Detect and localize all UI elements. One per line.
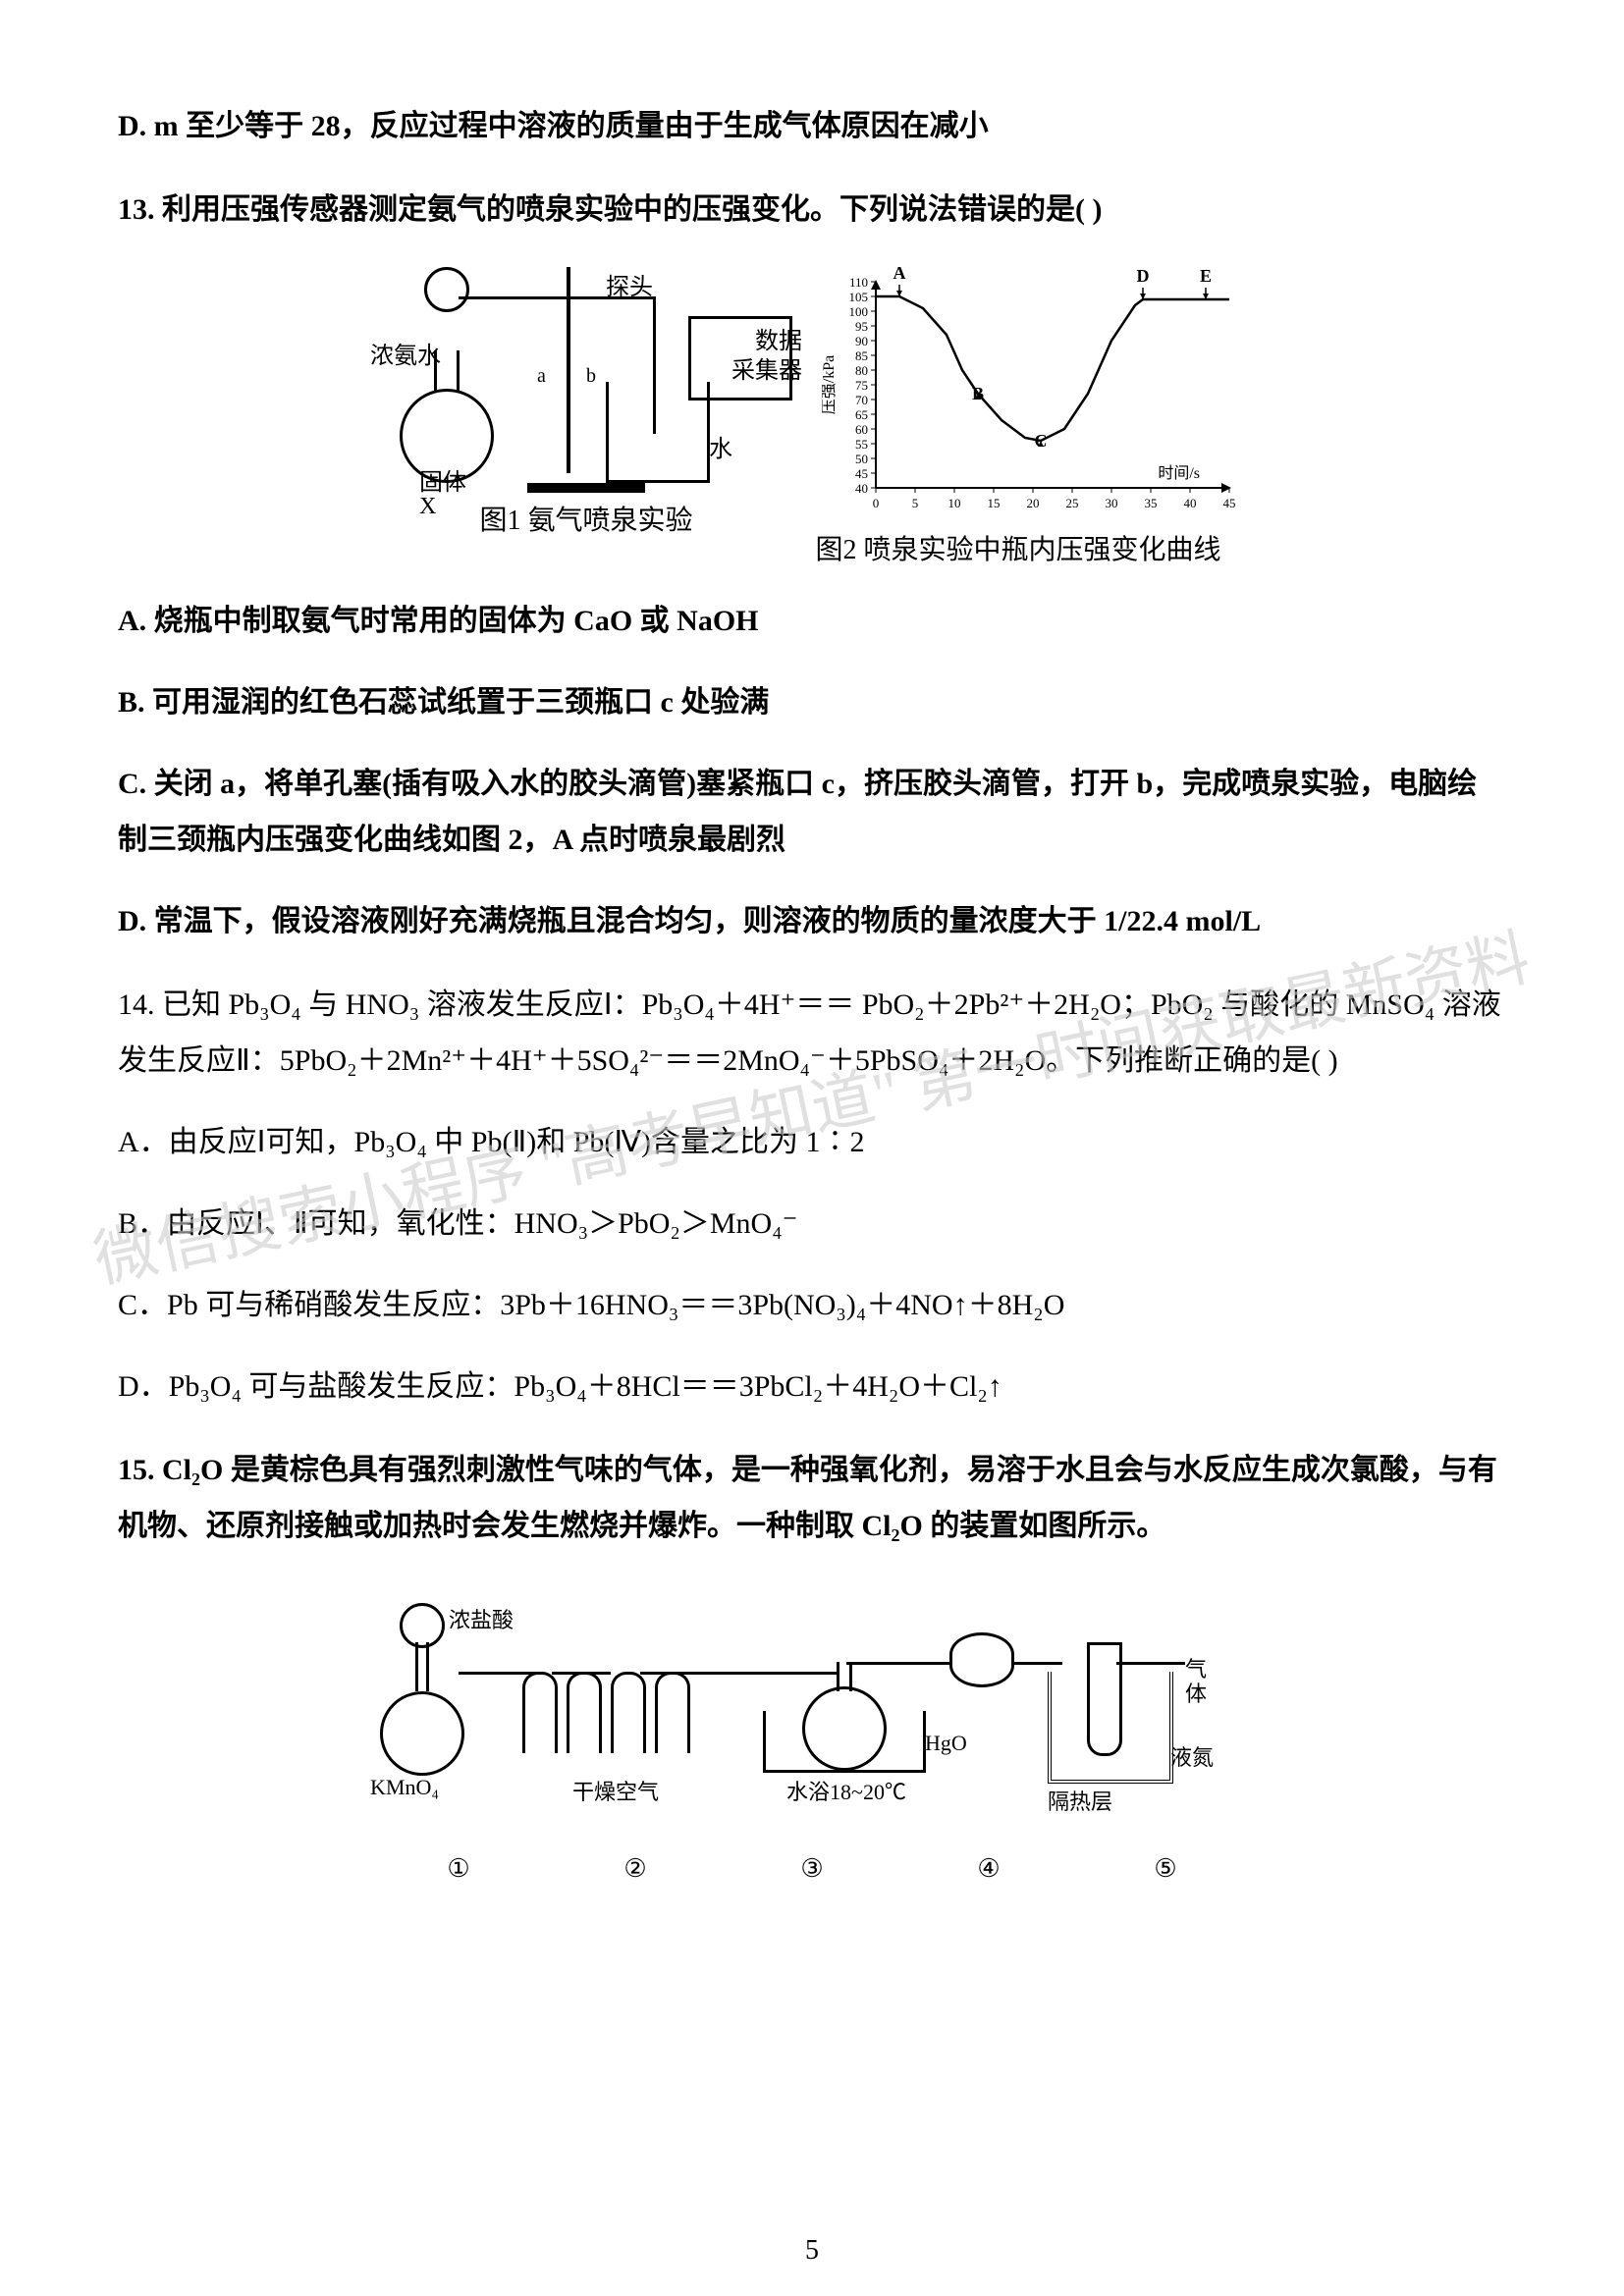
svg-text:5: 5 — [912, 496, 919, 510]
cl2o-apparatus: 浓盐酸 KMnO₄ 干燥空气 HgO 水浴18~20℃ — [370, 1574, 1254, 1848]
label-gas2: 体 — [1185, 1677, 1207, 1708]
q14-B: B．由反应Ⅰ、Ⅱ可知，氧化性：HNO₃＞PbO₂＞MnO₄⁻ — [118, 1196, 1506, 1252]
svg-text:55: 55 — [855, 437, 868, 452]
label-ln2: 液氮 — [1170, 1740, 1214, 1772]
svg-text:40: 40 — [1184, 496, 1197, 510]
label-kmno4: KMnO₄ — [370, 1775, 439, 1800]
label-hcl: 浓盐酸 — [449, 1603, 514, 1634]
svg-text:25: 25 — [1066, 496, 1079, 510]
svg-text:压强/kPa: 压强/kPa — [822, 355, 838, 414]
label-a: a — [537, 365, 546, 388]
svg-text:E: E — [1200, 267, 1212, 286]
pressure-chart: 4045505560657075808590951001051100510152… — [822, 267, 1244, 522]
svg-text:75: 75 — [855, 378, 868, 393]
svg-text:10: 10 — [948, 496, 961, 510]
q13-C-l2: 制三颈瓶内压强变化曲线如图 2，A 点时喷泉最剧烈 — [118, 812, 1506, 868]
svg-text:15: 15 — [988, 496, 1001, 510]
svg-text:50: 50 — [855, 452, 868, 466]
option-d-top: D. m 至少等于 28，反应过程中溶液的质量由于生成气体原因在减小 — [118, 98, 1506, 154]
svg-text:时间/s: 时间/s — [1158, 464, 1200, 482]
svg-text:90: 90 — [855, 334, 868, 348]
svg-text:20: 20 — [1027, 496, 1040, 510]
svg-text:45: 45 — [855, 466, 868, 481]
num-4: ④ — [977, 1854, 1000, 1884]
svg-text:A: A — [893, 267, 906, 283]
svg-text:80: 80 — [855, 363, 868, 378]
fig2-caption: 图2 喷泉实验中瓶内压强变化曲线 — [815, 528, 1220, 567]
num-2: ② — [623, 1854, 646, 1884]
svg-text:D: D — [1137, 267, 1150, 286]
svg-text:45: 45 — [1223, 496, 1236, 510]
label-bath: 水浴18~20℃ — [768, 1775, 925, 1806]
num-5: ⑤ — [1154, 1854, 1176, 1884]
q13-stem: 13. 利用压强传感器测定氨气的喷泉实验中的压强变化。下列说法错误的是( ) — [118, 182, 1506, 238]
svg-text:60: 60 — [855, 422, 868, 437]
exam-page: D. m 至少等于 28，反应过程中溶液的质量由于生成气体原因在减小 13. 利… — [0, 0, 1624, 2296]
apparatus-diagram: 浓氨水 探头 数据 采集器 X 固体 水 a b — [380, 267, 792, 493]
label-dryair: 干燥空气 — [537, 1775, 694, 1806]
q14-D: D．Pb₃O₄ 可与盐酸发生反应：Pb₃O₄＋8HCl＝＝3PbCl₂＋4H₂O… — [118, 1359, 1506, 1415]
q13-B: B. 可用湿润的红色石蕊试纸置于三颈瓶口 c 处验满 — [118, 674, 1506, 730]
svg-text:110: 110 — [849, 275, 868, 290]
q15-stem-l2: 机物、还原剂接触或加热时会发生燃烧并爆炸。一种制取 Cl₂O 的装置如图所示。 — [118, 1498, 1506, 1554]
q14-stem-l2: 发生反应Ⅱ：5PbO₂＋2Mn²⁺＋4H⁺＋5SO₄²⁻＝＝2MnO₄⁻＋5Pb… — [118, 1033, 1506, 1089]
q13-figures: 浓氨水 探头 数据 采集器 X 固体 水 a b 图1 氨气喷泉实验 40455… — [118, 267, 1506, 567]
label-ammonia: 浓氨水 — [370, 336, 441, 370]
q13-A: A. 烧瓶中制取氨气时常用的固体为 CaO 或 NaOH — [118, 593, 1506, 649]
svg-text:30: 30 — [1106, 496, 1118, 510]
label-collector2: 采集器 — [731, 350, 802, 385]
svg-text:35: 35 — [1145, 496, 1158, 510]
q13-fig1: 浓氨水 探头 数据 采集器 X 固体 水 a b 图1 氨气喷泉实验 — [380, 267, 792, 567]
fig1-caption: 图1 氨气喷泉实验 — [479, 499, 692, 538]
svg-text:70: 70 — [855, 393, 868, 407]
svg-text:85: 85 — [855, 348, 868, 363]
svg-text:65: 65 — [855, 407, 868, 422]
label-solidx1: X — [419, 494, 436, 520]
page-number: 5 — [805, 2235, 819, 2267]
svg-text:95: 95 — [855, 319, 868, 334]
svg-text:0: 0 — [873, 496, 880, 510]
q15-figure: 浓盐酸 KMnO₄ 干燥空气 HgO 水浴18~20℃ — [118, 1574, 1506, 1848]
label-b: b — [586, 365, 596, 388]
q15-stem-l1: 15. Cl₂O 是黄棕色具有强烈刺激性气味的气体，是一种强氧化剂，易溶于水且会… — [118, 1442, 1506, 1498]
label-probe: 探头 — [606, 267, 653, 301]
label-hgo: HgO — [925, 1731, 967, 1756]
svg-text:105: 105 — [849, 290, 869, 304]
num-3: ③ — [800, 1854, 823, 1884]
q14-stem-l1: 14. 已知 Pb₃O₄ 与 HNO₃ 溶液发生反应Ⅰ：Pb₃O₄＋4H⁺＝＝ … — [118, 977, 1506, 1033]
q14-A: A．由反应Ⅰ可知，Pb₃O₄ 中 Pb(Ⅱ)和 Pb(Ⅳ)含量之比为 1∶2 — [118, 1114, 1506, 1170]
label-water: 水 — [709, 429, 732, 463]
num-1: ① — [447, 1854, 469, 1884]
q13-C-l1: C. 关闭 a，将单孔塞(插有吸入水的胶头滴管)塞紧瓶口 c，挤压胶头滴管，打开… — [118, 756, 1506, 812]
apparatus-numbers: ① ② ③ ④ ⑤ — [370, 1854, 1254, 1884]
q13-D: D. 常温下，假设溶液刚好充满烧瓶且混合均匀，则溶液的物质的量浓度大于 1/22… — [118, 893, 1506, 949]
label-solidx2: 固体 — [419, 462, 466, 497]
svg-text:100: 100 — [849, 304, 869, 319]
label-insul: 隔热层 — [1048, 1785, 1112, 1816]
svg-text:40: 40 — [855, 481, 868, 496]
q14-C: C．Pb 可与稀硝酸发生反应：3Pb＋16HNO₃＝＝3Pb(NO₃)₄＋4NO… — [118, 1277, 1506, 1333]
q13-fig2: 4045505560657075808590951001051100510152… — [792, 267, 1244, 567]
